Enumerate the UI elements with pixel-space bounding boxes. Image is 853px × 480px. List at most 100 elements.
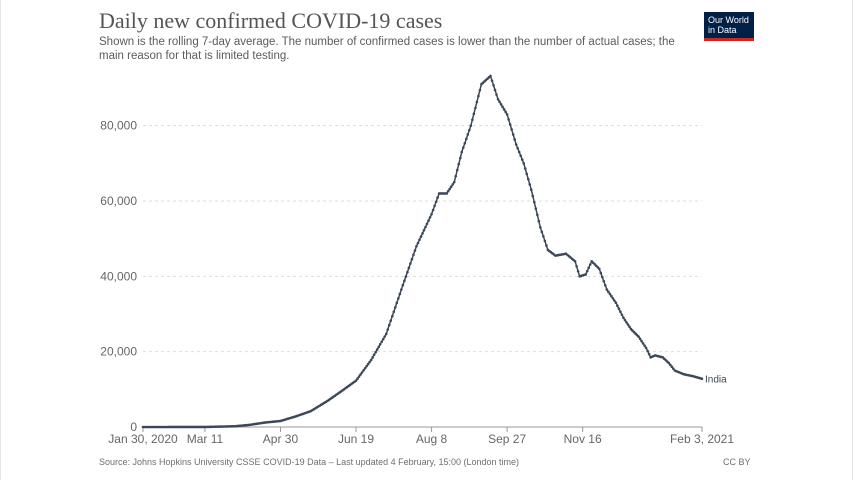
data-point[interactable] bbox=[460, 150, 464, 154]
data-point[interactable] bbox=[605, 288, 609, 291]
data-point[interactable] bbox=[543, 239, 547, 243]
data-point[interactable] bbox=[540, 230, 544, 234]
data-point[interactable] bbox=[428, 216, 432, 219]
data-point[interactable] bbox=[623, 318, 627, 322]
data-point[interactable] bbox=[472, 112, 476, 116]
data-point[interactable] bbox=[400, 288, 403, 291]
data-point[interactable] bbox=[602, 279, 606, 283]
data-point[interactable] bbox=[628, 325, 631, 329]
data-point[interactable] bbox=[478, 88, 482, 92]
data-point[interactable] bbox=[519, 154, 522, 158]
data-point[interactable] bbox=[504, 110, 507, 114]
data-point[interactable] bbox=[613, 299, 616, 302]
data-point[interactable] bbox=[625, 320, 628, 324]
data-point[interactable] bbox=[533, 200, 536, 204]
data-point[interactable] bbox=[520, 158, 524, 161]
data-point[interactable] bbox=[498, 100, 501, 104]
data-point[interactable] bbox=[508, 123, 512, 126]
data-point[interactable] bbox=[513, 138, 516, 141]
data-point[interactable] bbox=[614, 301, 618, 305]
data-point[interactable] bbox=[597, 267, 601, 271]
data-point[interactable] bbox=[525, 172, 529, 176]
data-point[interactable] bbox=[406, 270, 409, 274]
data-point[interactable] bbox=[505, 113, 509, 116]
data-point[interactable] bbox=[354, 379, 358, 382]
data-point[interactable] bbox=[368, 360, 371, 364]
data-point[interactable] bbox=[422, 228, 426, 232]
data-point[interactable] bbox=[600, 275, 604, 279]
data-point[interactable] bbox=[646, 349, 649, 353]
data-point[interactable] bbox=[449, 185, 453, 188]
data-point[interactable] bbox=[360, 371, 364, 374]
owid-logo[interactable]: Our World in Data bbox=[704, 12, 754, 41]
data-point[interactable] bbox=[362, 369, 365, 372]
data-point[interactable] bbox=[536, 213, 539, 217]
data-point[interactable] bbox=[424, 225, 427, 229]
data-point[interactable] bbox=[502, 108, 506, 111]
data-point[interactable] bbox=[620, 313, 624, 317]
data-point[interactable] bbox=[419, 235, 423, 238]
data-point[interactable] bbox=[475, 100, 479, 104]
license-link[interactable]: CC BY bbox=[723, 457, 751, 467]
data-point[interactable] bbox=[374, 350, 377, 354]
data-point[interactable] bbox=[531, 194, 535, 198]
data-point[interactable] bbox=[599, 271, 603, 275]
data-point[interactable] bbox=[492, 83, 495, 87]
data-point[interactable] bbox=[454, 174, 458, 178]
data-point[interactable] bbox=[433, 204, 436, 208]
data-point[interactable] bbox=[640, 339, 643, 343]
data-point[interactable] bbox=[421, 232, 424, 235]
data-point[interactable] bbox=[495, 93, 498, 96]
data-point[interactable] bbox=[394, 306, 397, 309]
data-point[interactable] bbox=[493, 88, 497, 92]
data-point[interactable] bbox=[670, 365, 674, 369]
data-point[interactable] bbox=[369, 358, 373, 362]
data-point[interactable] bbox=[522, 162, 526, 165]
data-point[interactable] bbox=[461, 146, 465, 149]
data-point[interactable] bbox=[585, 269, 589, 273]
series-line[interactable] bbox=[143, 75, 703, 428]
data-point[interactable] bbox=[410, 257, 414, 261]
data-point[interactable] bbox=[573, 259, 577, 263]
data-point[interactable] bbox=[668, 363, 672, 367]
data-point[interactable] bbox=[365, 364, 368, 368]
data-point[interactable] bbox=[375, 348, 379, 351]
data-point[interactable] bbox=[517, 150, 521, 154]
data-point[interactable] bbox=[489, 74, 492, 78]
data-point[interactable] bbox=[545, 244, 548, 247]
data-point[interactable] bbox=[380, 340, 384, 344]
data-point[interactable] bbox=[526, 177, 530, 181]
data-point[interactable] bbox=[499, 103, 503, 106]
data-point[interactable] bbox=[463, 141, 467, 145]
data-point[interactable] bbox=[425, 222, 429, 226]
data-point[interactable] bbox=[637, 335, 640, 338]
data-point[interactable] bbox=[516, 146, 519, 150]
data-point[interactable] bbox=[356, 377, 359, 380]
data-point[interactable] bbox=[415, 244, 418, 248]
data-point[interactable] bbox=[514, 143, 518, 146]
data-point[interactable] bbox=[377, 345, 380, 349]
data-point[interactable] bbox=[641, 342, 645, 345]
data-point[interactable] bbox=[644, 346, 648, 350]
data-point[interactable] bbox=[392, 310, 396, 314]
data-point[interactable] bbox=[457, 162, 461, 166]
data-point[interactable] bbox=[465, 137, 468, 141]
data-point[interactable] bbox=[401, 283, 405, 287]
data-point[interactable] bbox=[404, 275, 408, 278]
data-point[interactable] bbox=[528, 183, 532, 186]
data-point[interactable] bbox=[490, 79, 494, 82]
data-point[interactable] bbox=[397, 297, 400, 300]
data-point[interactable] bbox=[448, 187, 451, 191]
data-point[interactable] bbox=[588, 263, 592, 266]
data-point[interactable] bbox=[436, 196, 439, 199]
data-point[interactable] bbox=[390, 314, 394, 318]
data-point[interactable] bbox=[409, 262, 412, 265]
data-point[interactable] bbox=[471, 118, 474, 122]
data-point[interactable] bbox=[389, 319, 393, 322]
data-point[interactable] bbox=[387, 323, 391, 327]
data-point[interactable] bbox=[474, 106, 477, 110]
data-point[interactable] bbox=[534, 207, 538, 210]
data-point[interactable] bbox=[608, 292, 612, 296]
data-point[interactable] bbox=[413, 249, 417, 252]
series-label-india[interactable]: India bbox=[705, 374, 727, 385]
